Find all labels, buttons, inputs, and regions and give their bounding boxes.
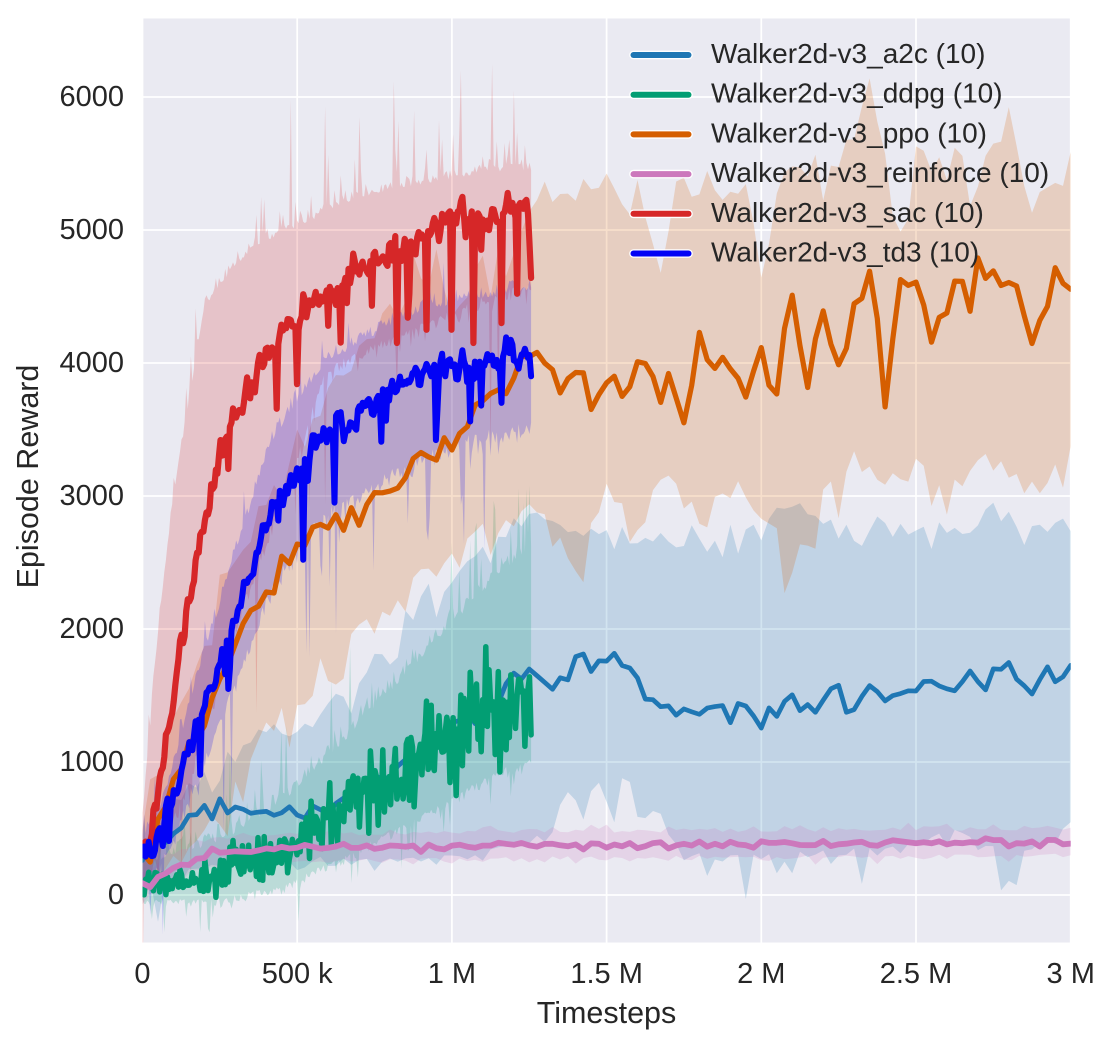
svg-text:0: 0 (108, 879, 124, 911)
svg-text:4000: 4000 (59, 347, 124, 379)
svg-text:500 k: 500 k (262, 958, 333, 990)
svg-text:3 M: 3 M (1047, 958, 1095, 990)
svg-text:5000: 5000 (59, 214, 124, 246)
svg-text:1 M: 1 M (428, 958, 476, 990)
svg-text:0: 0 (134, 958, 150, 990)
svg-text:6000: 6000 (59, 81, 124, 113)
svg-text:2000: 2000 (59, 613, 124, 645)
svg-text:Walker2d-v3_ddpg (10): Walker2d-v3_ddpg (10) (711, 78, 1003, 109)
svg-text:Episode Reward: Episode Reward (11, 365, 45, 589)
svg-text:Walker2d-v3_a2c (10): Walker2d-v3_a2c (10) (711, 38, 985, 69)
svg-text:2 M: 2 M (737, 958, 785, 990)
svg-text:1000: 1000 (59, 746, 124, 778)
svg-text:2.5 M: 2.5 M (880, 958, 953, 990)
svg-text:Walker2d-v3_td3 (10): Walker2d-v3_td3 (10) (711, 237, 979, 268)
svg-text:3000: 3000 (59, 480, 124, 512)
svg-text:Timesteps: Timesteps (537, 996, 677, 1030)
svg-text:Walker2d-v3_sac (10): Walker2d-v3_sac (10) (711, 197, 984, 228)
svg-text:Walker2d-v3_ppo (10): Walker2d-v3_ppo (10) (711, 117, 987, 148)
svg-text:1.5 M: 1.5 M (570, 958, 643, 990)
svg-text:Walker2d-v3_reinforce (10): Walker2d-v3_reinforce (10) (711, 157, 1049, 188)
